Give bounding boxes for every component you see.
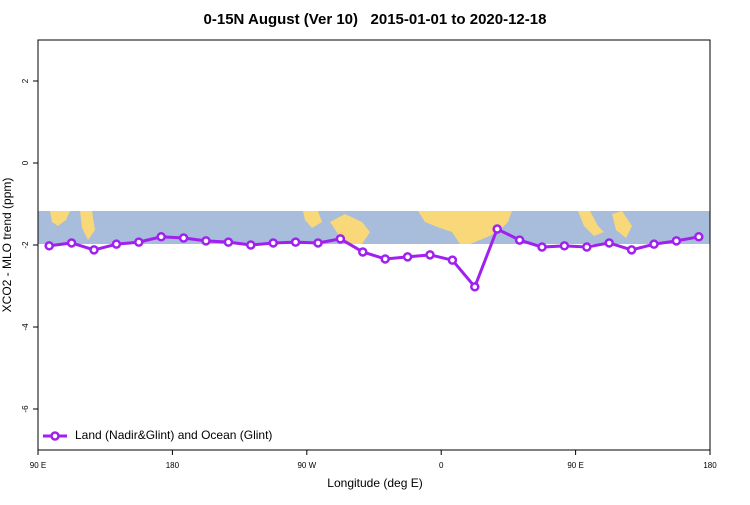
data-point [290,237,301,247]
chart-title: 0-15N August (Ver 10) 2015-01-01 to 2020… [204,11,547,28]
data-point [223,237,234,247]
data-point [492,224,502,234]
data-point [626,245,637,255]
data-point [246,240,256,250]
x-axis-label: Longitude (deg E) [327,476,422,490]
x-tick-label: 90 W [297,461,316,470]
data-point [111,239,122,249]
data-point [134,237,144,247]
data-point [201,236,211,246]
data-point [335,234,346,244]
data-point [380,254,390,264]
data-point [694,232,704,242]
data-point [268,238,278,248]
data-point [537,242,547,252]
data-point [178,233,189,243]
y-tick-label: -2 [21,241,30,249]
map-land [50,211,632,244]
y-tick-label: 0 [21,160,30,165]
x-tick-label: 180 [166,461,180,470]
x-tick-label: 90 E [30,461,46,470]
data-point [470,282,480,292]
data-point [671,236,682,246]
y-tick-label: -6 [21,405,30,413]
x-tick-label: 0 [439,461,444,470]
data-point [44,241,54,251]
data-point [402,252,413,262]
data-point [559,241,570,251]
y-tick-label: -4 [21,323,30,331]
data-point [358,247,368,257]
legend-marker [50,431,60,441]
data-point [447,255,458,265]
x-tick-label: 90 E [567,461,583,470]
data-point [313,238,323,248]
data-point [582,242,592,252]
data-point [156,232,166,242]
data-point [425,250,435,260]
y-axis-label: XCO2 - MLO trend (ppm) [0,178,14,313]
data-point [89,245,99,255]
x-tick-label: 180 [703,461,717,470]
legend-label: Land (Nadir&Glint) and Ocean (Glint) [75,428,272,442]
y-tick-label: 2 [21,78,30,83]
data-point [649,239,659,249]
data-point [66,238,77,248]
data-point [514,235,525,245]
data-point [604,238,614,248]
